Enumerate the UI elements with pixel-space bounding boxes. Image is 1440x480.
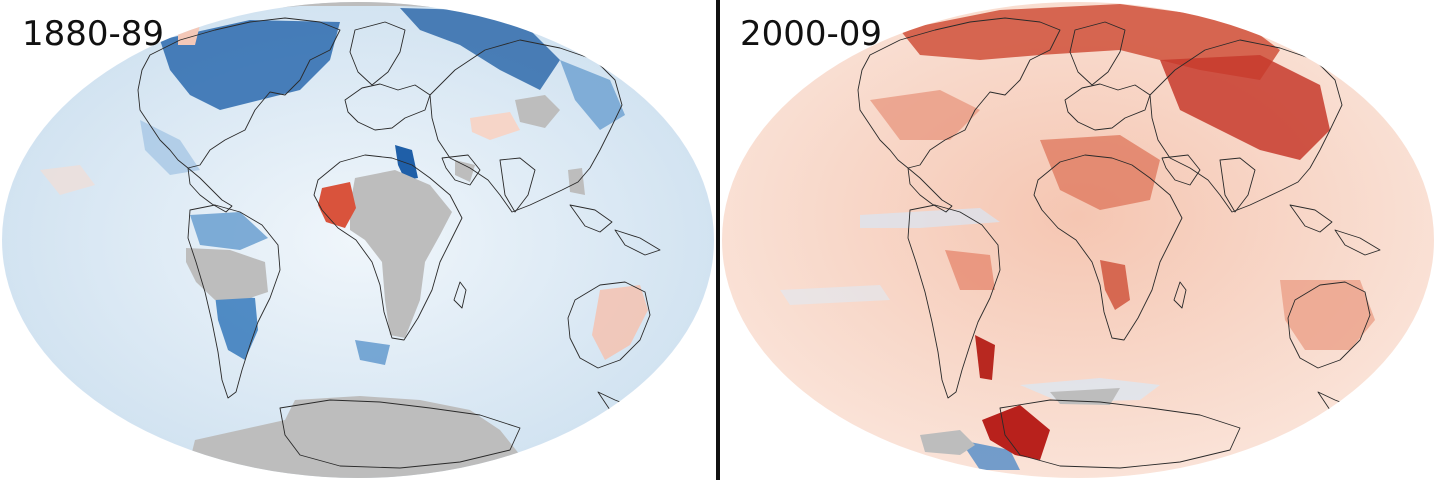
- cool-anomaly-region: [960, 440, 1020, 470]
- decade-label: 1880-89: [22, 14, 165, 54]
- no-data-region: [568, 168, 585, 195]
- map-panel-2000s: 2000-09: [720, 0, 1436, 480]
- cool-anomaly-region: [400, 8, 560, 90]
- warm-anomaly-region: [1100, 260, 1130, 310]
- warm-anomaly-region: [982, 405, 1050, 460]
- no-data-region: [350, 170, 452, 338]
- cool-anomaly-region: [395, 145, 418, 180]
- warm-anomaly-region: [945, 250, 995, 290]
- no-data-region: [920, 430, 975, 455]
- warm-anomaly-region: [470, 112, 520, 140]
- cool-anomaly-region: [190, 212, 268, 250]
- cool-anomaly-region: [140, 120, 200, 175]
- world-map-1880s: [2, 2, 714, 478]
- decade-label: 2000-09: [740, 14, 883, 54]
- cool-anomaly-region: [160, 20, 340, 110]
- no-data-region: [180, 396, 540, 478]
- warm-anomaly-region: [870, 90, 980, 140]
- map-panel-1880s: 1880-89: [0, 0, 716, 480]
- cool-anomaly-region: [355, 340, 390, 365]
- cool-anomaly-region: [780, 285, 890, 305]
- warm-anomaly-region: [1040, 135, 1160, 210]
- no-data-region: [515, 95, 560, 128]
- cool-anomaly-region: [215, 295, 258, 360]
- panel-divider: [716, 0, 720, 480]
- warm-anomaly-region: [40, 165, 95, 195]
- cool-anomaly-region: [860, 208, 1000, 228]
- cool-anomaly-region: [560, 60, 625, 130]
- world-map-2000s: [722, 2, 1434, 478]
- no-data-region: [186, 248, 268, 300]
- warm-anomaly-region: [1280, 280, 1375, 350]
- no-data-region: [455, 160, 475, 182]
- warm-anomaly-region: [592, 285, 648, 360]
- warm-anomaly-region: [1160, 55, 1330, 160]
- warm-anomaly-region: [975, 335, 995, 380]
